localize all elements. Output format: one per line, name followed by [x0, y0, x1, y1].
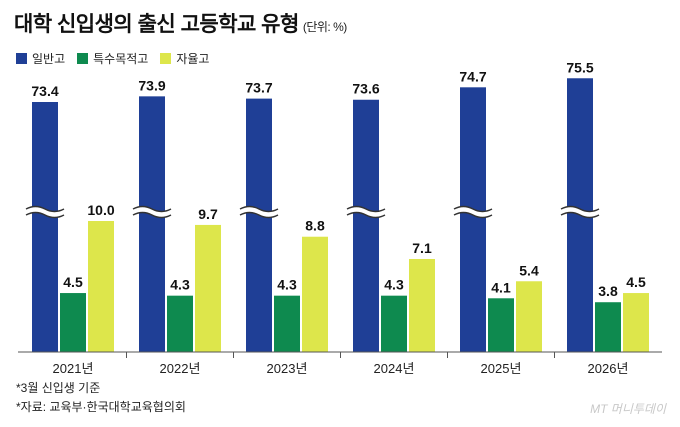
chart-title: 대학 신입생의 출신 고등학교 유형 (단위: %) [14, 13, 347, 36]
category-label-3: 2024년 [374, 361, 415, 376]
value-label-special-3: 4.3 [384, 277, 404, 293]
unit-label: (단위: %) [302, 20, 347, 34]
bar-autonomous-3 [409, 258, 435, 352]
legend-item-general: 일반고 [16, 50, 65, 67]
axis-break-line-top-4 [453, 205, 493, 213]
bar-general-1 [139, 96, 165, 352]
axis-break-line-bottom-3 [346, 211, 386, 219]
axis-break-line-top-1 [132, 205, 172, 213]
axis-break-line-bottom-1 [132, 211, 172, 219]
value-label-general-3: 73.6 [352, 81, 379, 97]
bar-autonomous-5 [623, 293, 649, 352]
bar-general-3 [353, 99, 379, 353]
value-label-autonomous-5: 4.5 [626, 274, 646, 290]
value-label-autonomous-3: 7.1 [412, 240, 432, 256]
value-label-special-1: 4.3 [170, 277, 190, 293]
value-label-special-5: 3.8 [598, 283, 618, 299]
axis-break-line-top-0 [25, 205, 65, 213]
bar-special-2 [274, 295, 300, 352]
bar-special-3 [381, 295, 407, 352]
legend-swatch-special [77, 53, 89, 64]
axis-break-line-bottom-2 [239, 211, 279, 219]
bar-general-2 [246, 98, 272, 352]
category-label-0: 2021년 [53, 361, 94, 376]
value-label-special-2: 4.3 [277, 277, 297, 293]
value-label-general-0: 73.4 [31, 83, 58, 99]
footnote-basis: *3월 신입생 기준 [16, 381, 101, 395]
publisher-watermark: MT 머니투데이 [590, 402, 666, 416]
footnote-source: *자료: 교육부·한국대학교육협의회 [16, 400, 186, 414]
category-label-4: 2025년 [481, 361, 522, 376]
bar-autonomous-4 [516, 281, 542, 352]
value-label-general-5: 75.5 [566, 59, 593, 75]
bar-special-4 [488, 298, 514, 352]
value-label-general-2: 73.7 [245, 80, 272, 96]
value-label-special-4: 4.1 [491, 279, 511, 295]
legend-swatch-autonomous [160, 53, 172, 64]
axis-break-fill-3 [347, 206, 385, 218]
axis-break-line-top-2 [239, 205, 279, 213]
axis-break-fill-5 [561, 206, 599, 218]
bar-special-1 [167, 295, 193, 352]
value-label-general-4: 74.7 [459, 68, 486, 84]
value-label-autonomous-2: 8.8 [305, 218, 325, 234]
axis-break-line-top-3 [346, 205, 386, 213]
axis-break-line-bottom-0 [25, 211, 65, 219]
axis-break-fill-1 [133, 206, 171, 218]
category-label-5: 2026년 [588, 361, 629, 376]
axis-break-fill-2 [240, 206, 278, 218]
axis-break-line-top-5 [560, 205, 600, 213]
legend-label-special: 특수목적고 [93, 52, 149, 66]
legend-item-special: 특수목적고 [77, 50, 148, 67]
bar-special-0 [60, 293, 86, 352]
bar-general-0 [32, 102, 58, 352]
axis-break-line-bottom-4 [453, 211, 493, 219]
legend-label-autonomous: 자율고 [176, 52, 210, 66]
value-label-special-0: 4.5 [63, 274, 83, 290]
value-label-autonomous-0: 10.0 [87, 202, 114, 218]
legend: 일반고 특수목적고 자율고 [16, 50, 209, 67]
value-label-autonomous-1: 9.7 [198, 206, 218, 222]
category-label-2: 2023년 [267, 361, 308, 376]
value-label-autonomous-4: 5.4 [519, 262, 539, 278]
category-label-1: 2022년 [160, 361, 201, 376]
bar-autonomous-2 [302, 236, 328, 352]
bar-special-5 [595, 302, 621, 352]
bar-general-4 [460, 87, 486, 352]
axis-break-line-bottom-5 [560, 211, 600, 219]
legend-swatch-general [16, 53, 27, 64]
value-label-general-1: 73.9 [138, 77, 165, 93]
axis-break-fill-4 [454, 206, 492, 218]
axis-break-fill-0 [26, 206, 64, 218]
bar-autonomous-0 [88, 221, 114, 352]
legend-label-general: 일반고 [32, 52, 66, 66]
legend-item-autonomous: 자율고 [160, 50, 209, 67]
bar-autonomous-1 [195, 224, 221, 352]
